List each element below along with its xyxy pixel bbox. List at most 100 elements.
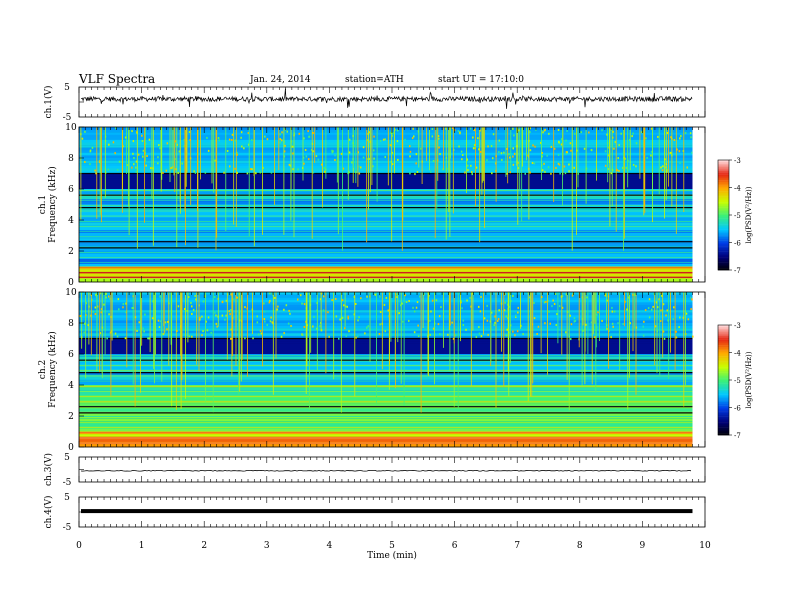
noise-speck	[162, 333, 165, 336]
freq-band	[79, 176, 693, 179]
noise-speck	[117, 298, 120, 301]
noise-speck	[408, 319, 410, 322]
freq-band	[79, 168, 693, 172]
noise-speck	[465, 328, 467, 331]
colorbar-step	[718, 202, 729, 205]
colorbar-step	[718, 259, 729, 262]
freq-band	[79, 325, 693, 329]
noise-speck	[379, 323, 381, 326]
panel-5-ylabel: ch.4(V)	[43, 496, 54, 529]
noise-speck	[553, 303, 556, 305]
colorbar-step	[718, 244, 729, 247]
colorbar-step	[718, 216, 729, 219]
colorbar-step	[718, 416, 729, 419]
noise-speck	[541, 152, 543, 154]
freq-band	[79, 212, 693, 216]
freq-band	[79, 382, 693, 386]
noise-speck	[133, 163, 135, 166]
noise-speck	[557, 153, 560, 156]
noise-speck	[159, 320, 162, 323]
panel-4-ylabel: ch.3(V)	[43, 453, 54, 486]
noise-speck	[487, 145, 489, 148]
noise-speck	[312, 171, 315, 174]
noise-speck	[321, 163, 323, 166]
freq-band	[79, 158, 693, 161]
noise-speck	[175, 168, 177, 171]
freq-band	[79, 310, 693, 313]
noise-speck	[244, 337, 246, 340]
noise-speck	[617, 322, 619, 325]
noise-speck	[440, 306, 442, 309]
noise-speck	[650, 150, 653, 153]
noise-speck	[546, 154, 548, 157]
colorbar-step	[718, 365, 729, 368]
colorbar-step	[718, 266, 729, 269]
freq-band	[79, 323, 693, 326]
x-tick-label: 10	[699, 541, 711, 551]
colorbar-step	[718, 361, 729, 364]
noise-speck	[601, 319, 603, 322]
noise-speck	[147, 337, 149, 340]
noise-speck	[379, 295, 381, 298]
noise-speck	[328, 335, 330, 338]
noise-speck	[177, 305, 180, 308]
colorbar-step	[718, 240, 729, 243]
noise-speck	[162, 171, 164, 174]
noise-speck	[540, 141, 542, 144]
noise-speck	[549, 322, 551, 325]
noise-speck	[512, 155, 514, 158]
noise-speck	[144, 152, 146, 155]
noise-speck	[529, 149, 532, 152]
noise-speck	[312, 132, 314, 134]
colorbar-step	[718, 255, 729, 258]
noise-speck	[214, 296, 216, 298]
noise-speck	[332, 150, 334, 153]
noise-speck	[186, 309, 188, 312]
noise-speck	[564, 172, 567, 175]
noise-speck	[287, 322, 290, 325]
noise-speck	[647, 307, 650, 310]
freq-band	[79, 335, 693, 339]
noise-speck	[483, 317, 486, 320]
y-tick-label: 5	[64, 83, 70, 93]
noise-speck	[83, 322, 86, 325]
noise-speck	[510, 300, 512, 303]
header-station: station=ATH	[345, 75, 404, 85]
colorbar-step	[718, 389, 729, 392]
noise-speck	[152, 300, 154, 303]
noise-speck	[675, 336, 678, 339]
noise-speck	[390, 160, 392, 163]
colorbar-step	[718, 238, 729, 241]
freq-band	[79, 366, 693, 370]
noise-speck	[543, 301, 546, 304]
noise-speck	[260, 332, 263, 335]
noise-speck	[281, 131, 283, 134]
noise-speck	[236, 153, 238, 156]
noise-speck	[368, 131, 371, 134]
noise-speck	[262, 166, 264, 169]
freq-band	[79, 147, 693, 151]
noise-speck	[544, 170, 546, 173]
noise-speck	[248, 143, 250, 146]
noise-speck	[284, 144, 286, 147]
freq-band	[79, 413, 693, 417]
noise-speck	[174, 158, 176, 161]
noise-speck	[493, 324, 495, 327]
colorbar-step	[718, 174, 729, 177]
noise-speck	[136, 329, 138, 332]
noise-speck	[234, 167, 236, 170]
noise-speck	[524, 172, 526, 175]
noise-speck	[252, 337, 254, 340]
noise-speck	[555, 324, 557, 326]
colorbar-step	[718, 383, 729, 386]
noise-speck	[672, 318, 674, 321]
noise-speck	[612, 130, 614, 133]
noise-speck	[412, 127, 414, 130]
x-tick-label: 2	[201, 541, 207, 551]
noise-speck	[563, 165, 566, 168]
freq-band	[79, 222, 693, 226]
noise-speck	[604, 164, 607, 167]
colorbar-step	[718, 374, 729, 377]
noise-speck	[645, 137, 647, 140]
noise-speck	[236, 151, 238, 154]
